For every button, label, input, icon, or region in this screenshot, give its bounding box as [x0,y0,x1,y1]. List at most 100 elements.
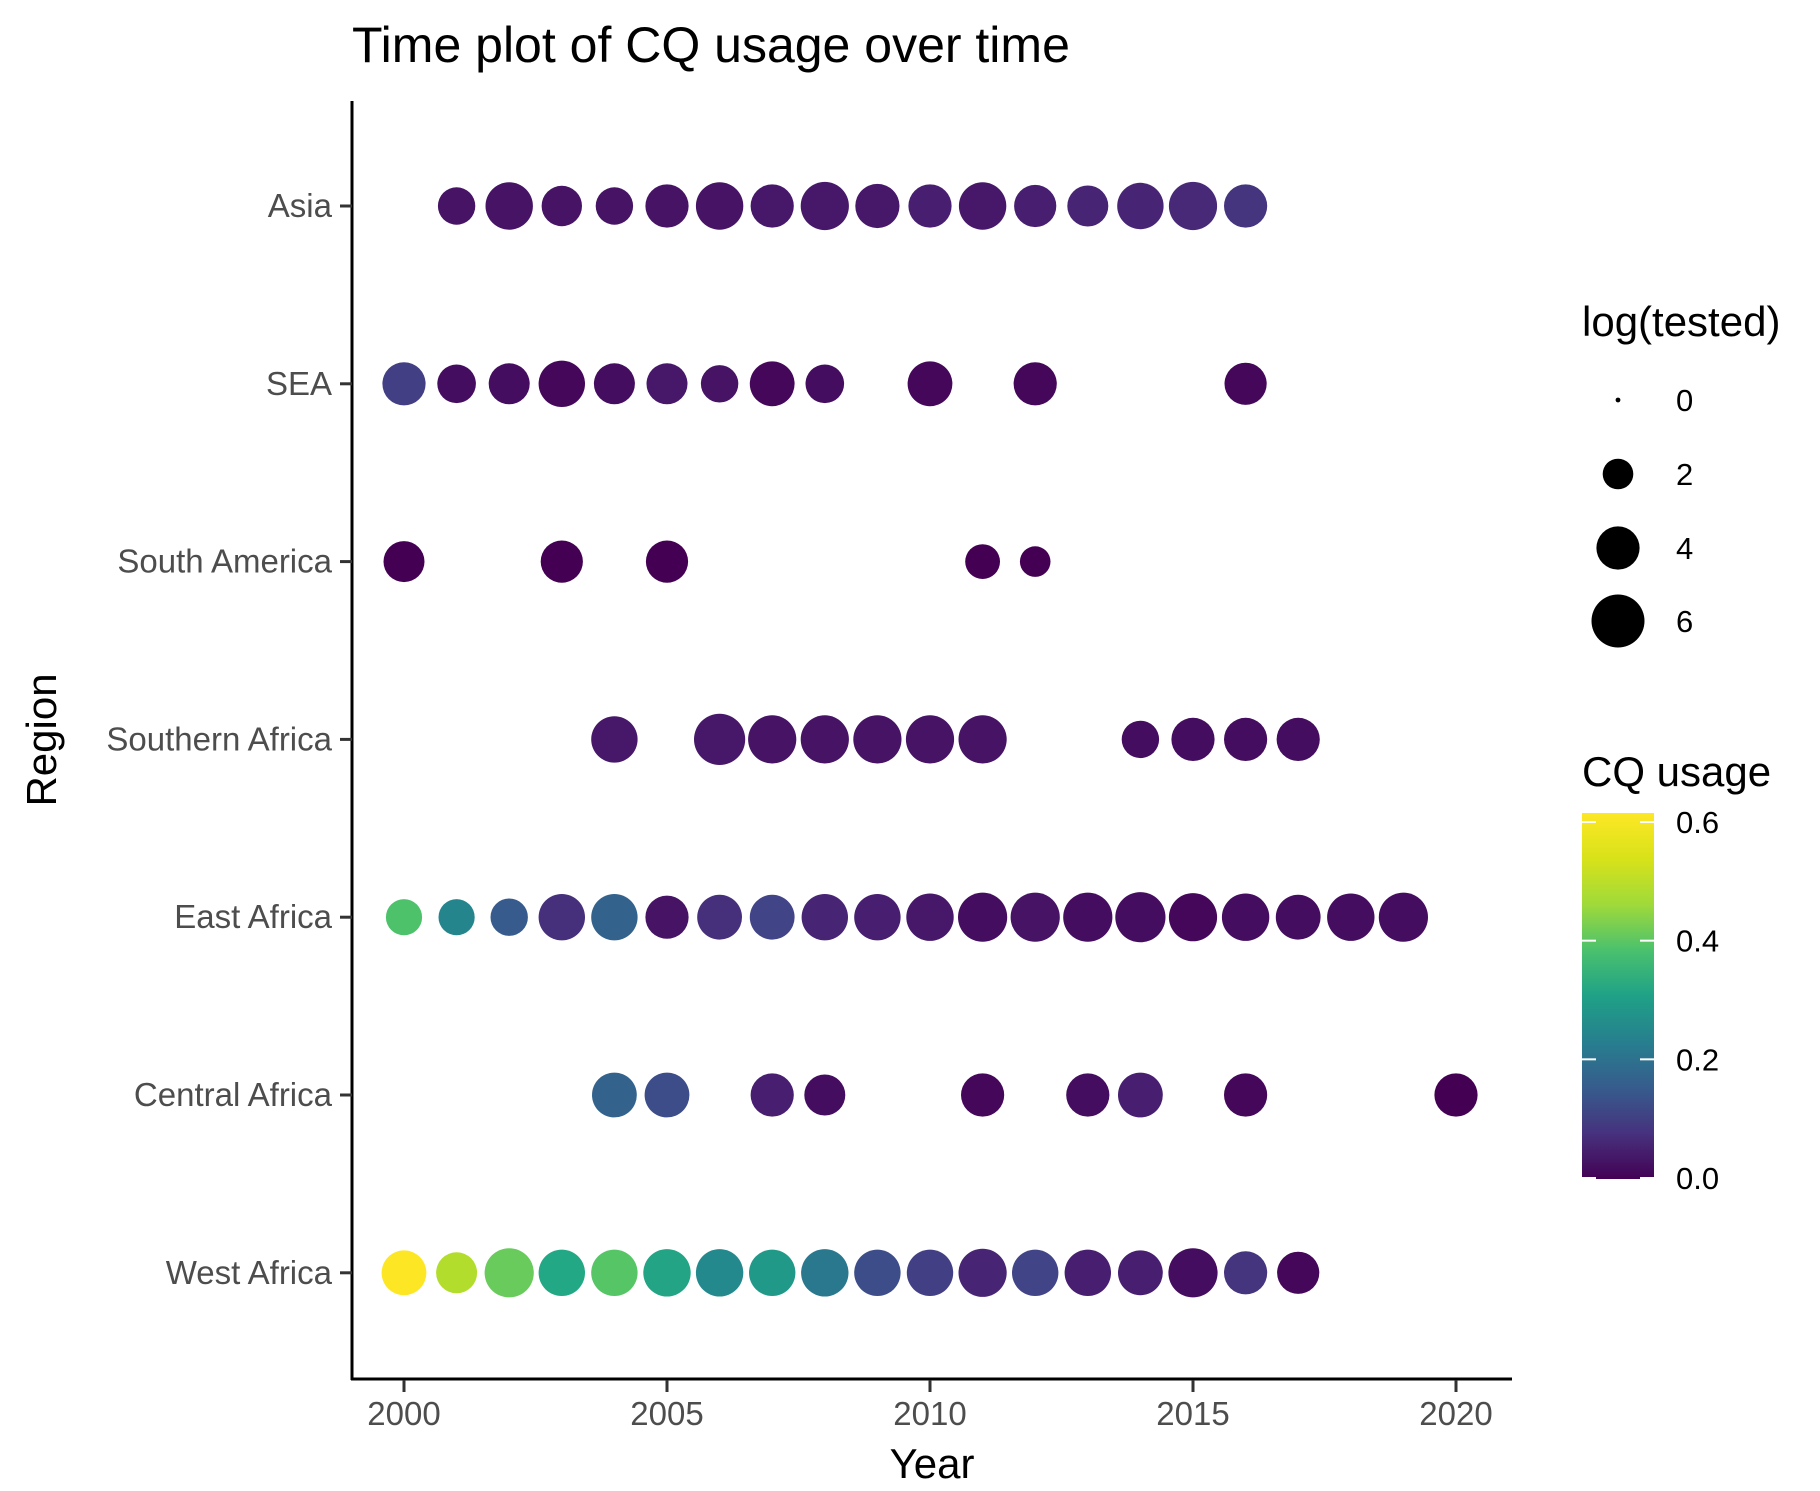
data-point [437,364,476,404]
data-point [591,1249,638,1297]
size-legend: log(tested) 0 2 4 6 [1582,298,1780,648]
data-point [1121,720,1160,759]
data-point [538,1249,585,1297]
chart-title: Time plot of CQ usage over time [352,17,1070,73]
data-point [382,362,426,406]
data-point [1275,894,1321,940]
data-point [804,1074,846,1116]
data-point [644,1072,690,1118]
data-point [801,1249,849,1297]
data-point [1224,1073,1268,1117]
data-point [748,715,797,764]
data-point [484,1248,534,1298]
size-legend-label: 2 [1676,457,1693,492]
data-point [905,715,955,764]
data-point [906,893,954,941]
y-tick-label: SEA [266,365,332,402]
data-point [1224,184,1268,228]
x-tick-label: 2020 [1419,1395,1492,1432]
size-legend-label: 0 [1676,383,1693,418]
data-point [907,361,953,407]
data-point [1117,182,1164,230]
data-point [958,182,1007,230]
data-point [490,898,528,936]
data-point [1168,1248,1218,1298]
y-tick-label: Asia [268,187,333,224]
data-point [1168,181,1218,231]
data-point [645,184,689,228]
data-point [1118,1250,1163,1296]
data-point [749,361,795,407]
data-point [1224,717,1268,762]
data-point [965,544,1000,579]
data-point [436,1252,478,1294]
data-point [538,894,585,941]
data-point [1064,1249,1112,1297]
y-axis-title: Region [18,673,65,806]
data-point [592,1072,637,1118]
data-point [801,894,848,941]
colorbar-label: 0.4 [1676,924,1719,959]
x-axis-title: Year [890,1440,975,1487]
data-point [805,364,845,404]
data-point [1011,1249,1059,1297]
data-point [646,363,688,405]
data-point [488,363,530,405]
data-point [540,540,583,583]
data-point [1327,893,1375,941]
data-point [958,1248,1007,1297]
data-point [855,183,900,229]
data-point [695,182,744,230]
data-point [1019,546,1051,577]
data-point [1066,1073,1110,1117]
data-point [1276,717,1320,762]
data-point [541,185,582,227]
data-point [645,895,689,939]
y-tick-label: Southern Africa [106,720,332,757]
data-point [645,540,689,583]
plot-area [381,181,1478,1298]
data-point [1171,717,1215,762]
y-tick-label: Central Africa [134,1076,333,1113]
data-point [697,894,742,940]
data-point [700,365,739,403]
size-legend-key [1615,397,1621,403]
colorbar-label: 0.0 [1676,1161,1719,1196]
y-tick-label: South America [117,543,332,580]
data-point [438,899,475,936]
data-point [591,716,638,763]
data-point [749,1249,796,1297]
data-point [853,715,902,764]
data-point [1434,1073,1478,1117]
data-point [695,1249,744,1297]
data-point [591,894,638,941]
data-point [1224,1251,1268,1295]
y-tick-label: West Africa [166,1254,333,1291]
data-point [538,360,585,407]
x-tick-label: 2010 [893,1395,966,1432]
data-point [961,1073,1005,1117]
y-axis-ticks: West Africa Central Africa East Africa Sout… [106,187,352,1291]
data-point [437,187,476,225]
size-legend-key [1602,458,1634,490]
x-tick-label: 2015 [1156,1395,1229,1432]
data-point [854,1249,901,1297]
color-legend: CQ usage 0.0 0.2 0.4 0.6 [1582,748,1771,1196]
data-point [1010,892,1060,942]
data-point [958,715,1007,764]
y-tick-label: East Africa [174,898,332,935]
colorbar [1582,813,1654,1179]
data-point [385,899,423,936]
colorbar-label: 0.6 [1676,805,1719,840]
data-point [595,187,634,225]
data-point [694,713,746,766]
x-axis-ticks: 2000 2005 2010 2015 2020 [367,1380,1493,1432]
colorbar-label: 0.2 [1676,1042,1719,1077]
data-point [854,894,901,941]
size-legend-label: 4 [1676,531,1693,566]
data-point [1221,893,1270,941]
x-tick-label: 2005 [630,1395,703,1432]
data-point [593,363,635,405]
data-point [1224,362,1267,405]
